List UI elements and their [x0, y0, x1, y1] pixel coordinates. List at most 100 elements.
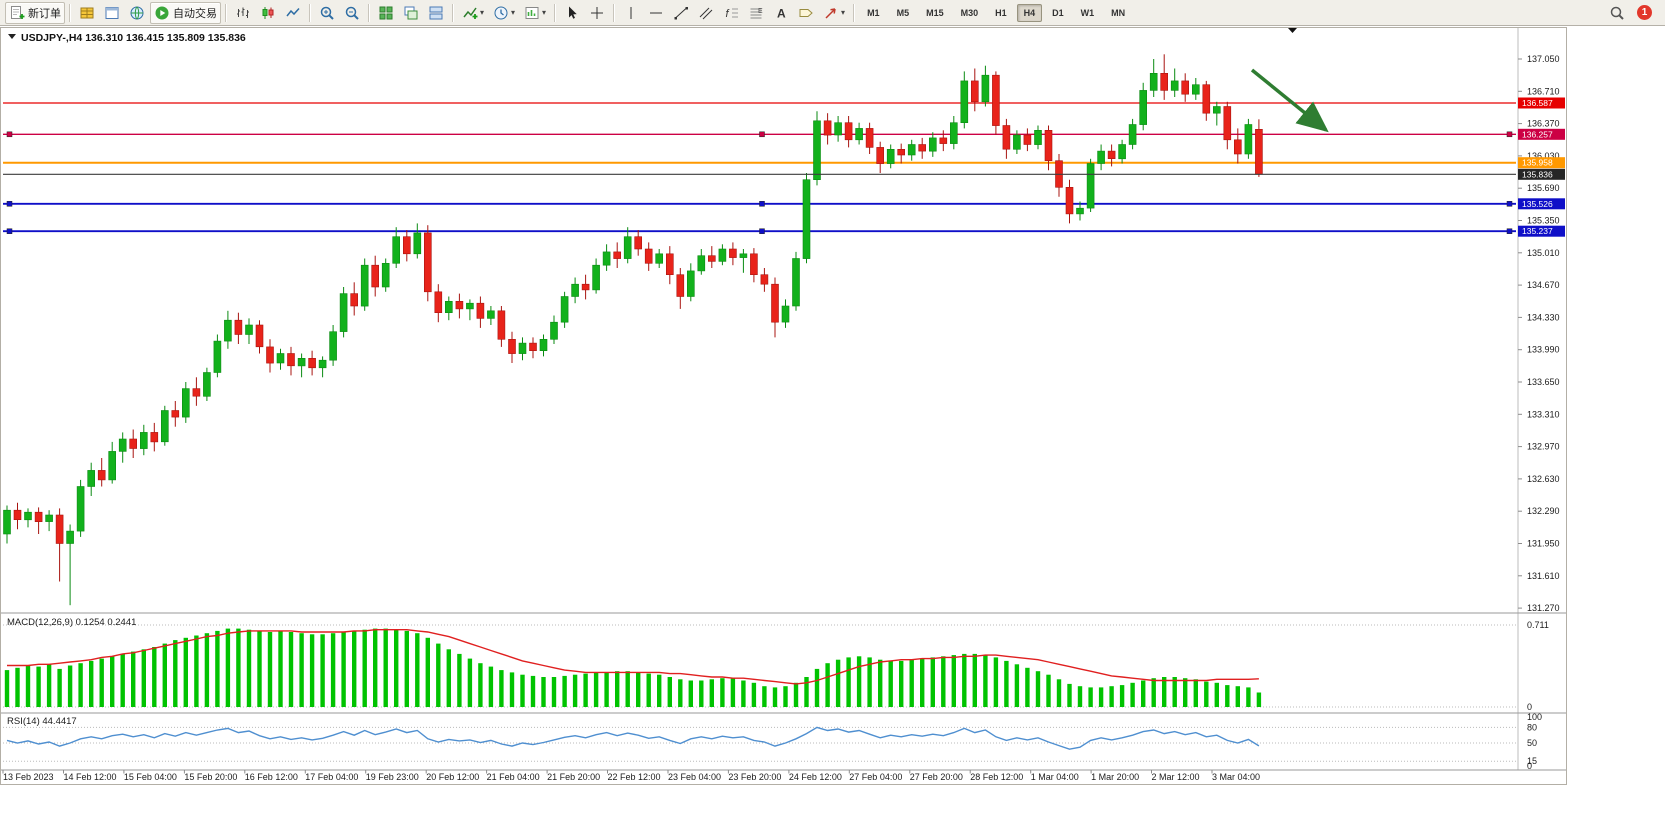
- svg-text:132.970: 132.970: [1527, 442, 1560, 452]
- toolbar-separator: [613, 3, 616, 22]
- periods-button[interactable]: ▾: [489, 2, 519, 24]
- line-handle[interactable]: [759, 201, 765, 207]
- svg-text:135.526: 135.526: [1522, 199, 1553, 209]
- arrange-windows-button[interactable]: [424, 2, 448, 24]
- svg-text:21 Feb 04:00: 21 Feb 04:00: [487, 772, 540, 782]
- main-toolbar: 新订单 自动交易 ▾ ▾ ▾ f E A ▾ M1 M5 M15 M30 H1 H4 D1 W1 MN 1: [0, 0, 1665, 26]
- timeframe-mn-button[interactable]: MN: [1111, 7, 1126, 18]
- chart-collapse-icon[interactable]: [8, 34, 16, 39]
- svg-text:23 Feb 20:00: 23 Feb 20:00: [728, 772, 781, 782]
- shapes-button[interactable]: E: [744, 2, 768, 24]
- cursor-button[interactable]: [560, 2, 584, 24]
- horizontal-line-objects: [3, 102, 1516, 234]
- arrows-button[interactable]: ▾: [819, 2, 849, 24]
- autotrading-button[interactable]: 自动交易: [150, 1, 221, 24]
- rsi-label: RSI(14) 44.4417: [7, 716, 77, 727]
- time-axis[interactable]: 13 Feb 2023 14 Feb 12:00 15 Feb 04:00 15 Fe…: [2, 770, 1260, 782]
- svg-text:132.290: 132.290: [1527, 506, 1560, 516]
- svg-text:131.950: 131.950: [1527, 539, 1560, 549]
- magnifier-icon: [1610, 6, 1624, 20]
- svg-text:131.270: 131.270: [1527, 603, 1560, 613]
- vertical-line-button[interactable]: [619, 2, 643, 24]
- svg-text:2 Mar 12:00: 2 Mar 12:00: [1152, 772, 1200, 782]
- line-handle[interactable]: [6, 131, 13, 138]
- text-button[interactable]: A: [769, 2, 793, 24]
- svg-text:135.350: 135.350: [1527, 216, 1560, 226]
- tile-windows-icon: [379, 6, 393, 19]
- line-handle[interactable]: [1506, 201, 1513, 207]
- line-handle[interactable]: [1506, 228, 1513, 234]
- zoom-out-button[interactable]: [340, 2, 364, 24]
- svg-text:21 Feb 20:00: 21 Feb 20:00: [547, 772, 600, 782]
- svg-text:20 Feb 12:00: 20 Feb 12:00: [426, 772, 479, 782]
- svg-text:15 Feb 04:00: 15 Feb 04:00: [124, 772, 177, 782]
- svg-text:133.650: 133.650: [1527, 377, 1560, 387]
- label-button[interactable]: [794, 2, 818, 24]
- toolbar-separator: [853, 3, 856, 22]
- timeframe-m30-button[interactable]: M30: [960, 7, 979, 18]
- line-chart-button[interactable]: [281, 2, 305, 24]
- crosshair-button[interactable]: [585, 2, 609, 24]
- new-order-button[interactable]: 新订单: [5, 1, 65, 24]
- timeframe-w1-button[interactable]: W1: [1080, 7, 1095, 18]
- svg-text:14 Feb 12:00: 14 Feb 12:00: [64, 772, 117, 782]
- line-handle[interactable]: [6, 201, 13, 207]
- toolbar-right-icons: 1: [1605, 2, 1660, 24]
- svg-text:136.257: 136.257: [1522, 129, 1553, 139]
- line-handle[interactable]: [1506, 131, 1513, 138]
- timeframe-m5-button[interactable]: M5: [896, 7, 910, 18]
- text-a-icon: A: [777, 6, 786, 20]
- zoom-in-button[interactable]: [315, 2, 339, 24]
- svg-text:136.370: 136.370: [1527, 119, 1560, 129]
- svg-text:17 Feb 04:00: 17 Feb 04:00: [305, 772, 358, 782]
- candle-chart-button[interactable]: [256, 2, 280, 24]
- bar-chart-button[interactable]: [231, 2, 255, 24]
- line-handle[interactable]: [6, 228, 13, 234]
- zoom-out-icon: [345, 6, 359, 20]
- svg-text:15 Feb 20:00: 15 Feb 20:00: [184, 772, 237, 782]
- svg-text:28 Feb 12:00: 28 Feb 12:00: [970, 772, 1023, 782]
- clock-icon: [494, 6, 508, 19]
- price-tag: [1518, 225, 1565, 237]
- rsi-line: [6, 726, 1260, 750]
- notification-badge[interactable]: 1: [1637, 5, 1652, 20]
- indicators-button[interactable]: ▾: [458, 2, 488, 24]
- timeframe-d1-button[interactable]: D1: [1052, 7, 1064, 18]
- line-handle[interactable]: [759, 131, 765, 138]
- tile-windows-button[interactable]: [374, 2, 398, 24]
- timeframe-h1-button[interactable]: H1: [995, 7, 1007, 18]
- svg-text:136.030: 136.030: [1527, 151, 1560, 161]
- toolbar-separator: [309, 3, 311, 22]
- trendline-button[interactable]: [669, 2, 693, 24]
- price-axis[interactable]: 137.050 136.710 136.370 136.030 135.690 135.3…: [1518, 54, 1560, 613]
- svg-text:16 Feb 12:00: 16 Feb 12:00: [245, 772, 298, 782]
- templates-button[interactable]: ▾: [520, 2, 550, 24]
- timeframe-h4-button[interactable]: H4: [1016, 3, 1043, 22]
- toolbar-overflow-caret[interactable]: [1288, 28, 1297, 33]
- channel-button[interactable]: [694, 2, 718, 24]
- navigator-button[interactable]: [125, 2, 149, 24]
- globe-icon: [130, 6, 144, 19]
- timeframe-m1-button[interactable]: M1: [867, 7, 880, 18]
- svg-text:135.836: 135.836: [1522, 169, 1553, 179]
- candlesticks: [3, 54, 1263, 606]
- timeframe-m15-button[interactable]: M15: [926, 7, 944, 18]
- svg-text:0: 0: [1527, 761, 1532, 771]
- line-handle[interactable]: [759, 228, 765, 234]
- fibo-icon: f: [726, 8, 739, 20]
- market-watch-button[interactable]: [75, 2, 99, 24]
- svg-text:3 Mar 04:00: 3 Mar 04:00: [1212, 772, 1260, 782]
- price-tag: [1518, 128, 1565, 140]
- price-tag: [1518, 198, 1565, 210]
- search-button[interactable]: [1605, 2, 1629, 24]
- fibonacci-button[interactable]: f: [719, 2, 743, 24]
- horizontal-line-button[interactable]: [644, 2, 668, 24]
- macd-panel: MACD(12,26,9) 0.1254 0.2441 0.711 0: [3, 617, 1549, 712]
- svg-text:13 Feb 2023: 13 Feb 2023: [3, 772, 54, 782]
- trend-arrow-annotation[interactable]: [1250, 68, 1329, 133]
- autotrading-icon: [155, 6, 169, 19]
- svg-text:135.010: 135.010: [1527, 248, 1560, 258]
- data-window-button[interactable]: [100, 2, 124, 24]
- cascade-windows-button[interactable]: [399, 2, 423, 24]
